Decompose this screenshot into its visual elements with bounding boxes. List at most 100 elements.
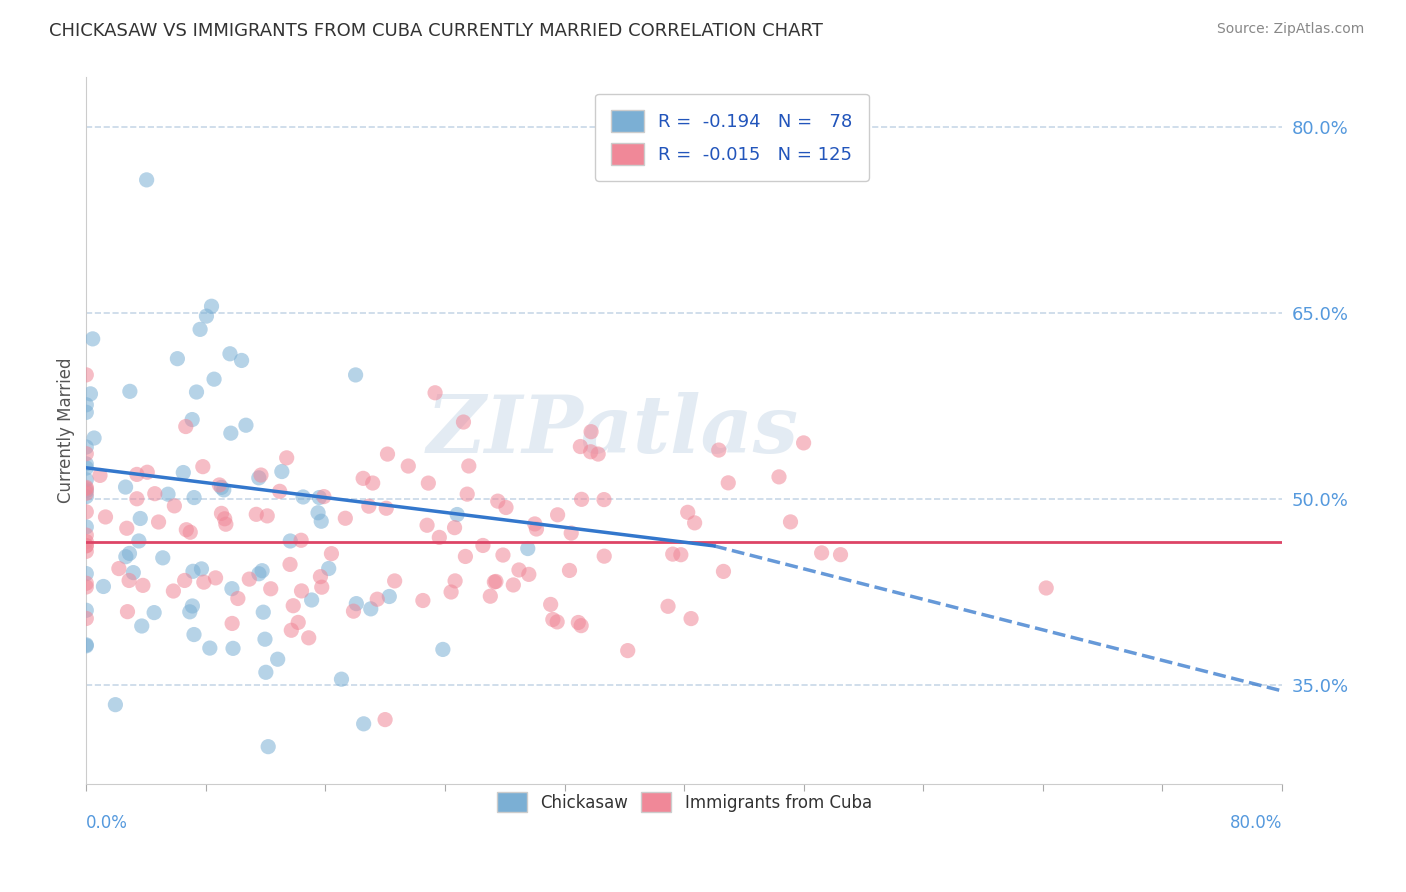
Point: [219, 347, 242, 361]
Point: [117, 605, 139, 619]
Point: [495, 500, 517, 515]
Point: [245, 508, 267, 522]
Point: [280, 624, 302, 638]
Point: [231, 353, 253, 368]
Point: [335, 511, 357, 525]
Point: [176, 523, 198, 537]
Point: [290, 533, 312, 548]
Point: [321, 547, 343, 561]
Point: [560, 526, 582, 541]
Point: [195, 309, 218, 323]
Point: [104, 698, 127, 712]
Point: [75, 639, 97, 653]
Point: [75, 447, 97, 461]
Point: [440, 585, 463, 599]
Point: [143, 486, 166, 500]
Point: [163, 499, 186, 513]
Point: [366, 592, 388, 607]
Point: [270, 465, 292, 479]
Point: [523, 516, 546, 531]
Point: [586, 447, 609, 461]
Point: [298, 631, 321, 645]
Point: [208, 478, 231, 492]
Legend: Chickasaw, Immigrants from Cuba: Chickasaw, Immigrants from Cuba: [484, 779, 884, 825]
Point: [479, 589, 502, 603]
Point: [344, 597, 367, 611]
Point: [267, 652, 290, 666]
Point: [768, 470, 790, 484]
Point: [125, 491, 148, 506]
Point: [444, 574, 467, 588]
Point: [136, 465, 159, 479]
Point: [669, 548, 692, 562]
Point: [75, 398, 97, 412]
Point: [547, 508, 569, 522]
Point: [502, 578, 524, 592]
Point: [579, 425, 602, 439]
Point: [571, 492, 593, 507]
Point: [83, 431, 105, 445]
Point: [456, 487, 478, 501]
Point: [75, 486, 97, 500]
Point: [190, 562, 212, 576]
Point: [423, 385, 446, 400]
Point: [517, 567, 540, 582]
Point: [200, 299, 222, 313]
Point: [75, 539, 97, 553]
Text: CHICKASAW VS IMMIGRANTS FROM CUBA CURRENTLY MARRIED CORRELATION CHART: CHICKASAW VS IMMIGRANTS FROM CUBA CURREN…: [49, 22, 823, 40]
Point: [226, 591, 249, 606]
Point: [485, 574, 508, 589]
Point: [567, 615, 589, 630]
Point: [209, 480, 232, 494]
Text: Source: ZipAtlas.com: Source: ZipAtlas.com: [1216, 22, 1364, 37]
Point: [384, 574, 406, 588]
Point: [443, 521, 465, 535]
Point: [375, 501, 398, 516]
Point: [75, 473, 97, 487]
Point: [593, 492, 616, 507]
Point: [810, 546, 832, 560]
Point: [173, 574, 195, 588]
Point: [75, 580, 97, 594]
Point: [681, 611, 703, 625]
Point: [569, 440, 592, 454]
Point: [309, 514, 332, 528]
Point: [301, 593, 323, 607]
Point: [378, 590, 401, 604]
Point: [75, 480, 97, 494]
Point: [793, 436, 815, 450]
Point: [484, 574, 506, 589]
Point: [219, 426, 242, 441]
Point: [416, 518, 439, 533]
Point: [579, 444, 602, 458]
Point: [222, 641, 245, 656]
Point: [179, 525, 201, 540]
Point: [179, 605, 201, 619]
Point: [181, 599, 204, 613]
Point: [353, 716, 375, 731]
Point: [75, 490, 97, 504]
Point: [247, 566, 270, 581]
Point: [118, 546, 141, 560]
Point: [122, 566, 145, 580]
Point: [283, 599, 305, 613]
Point: [75, 528, 97, 542]
Point: [250, 564, 273, 578]
Point: [115, 549, 138, 564]
Point: [75, 505, 97, 519]
Point: [287, 615, 309, 630]
Point: [616, 643, 638, 657]
Point: [361, 476, 384, 491]
Point: [374, 713, 396, 727]
Point: [342, 604, 364, 618]
Point: [75, 405, 97, 419]
Point: [198, 641, 221, 656]
Point: [256, 508, 278, 523]
Point: [250, 468, 273, 483]
Point: [471, 539, 494, 553]
Point: [215, 517, 238, 532]
Point: [211, 507, 233, 521]
Point: [115, 521, 138, 535]
Point: [779, 515, 801, 529]
Point: [252, 605, 274, 619]
